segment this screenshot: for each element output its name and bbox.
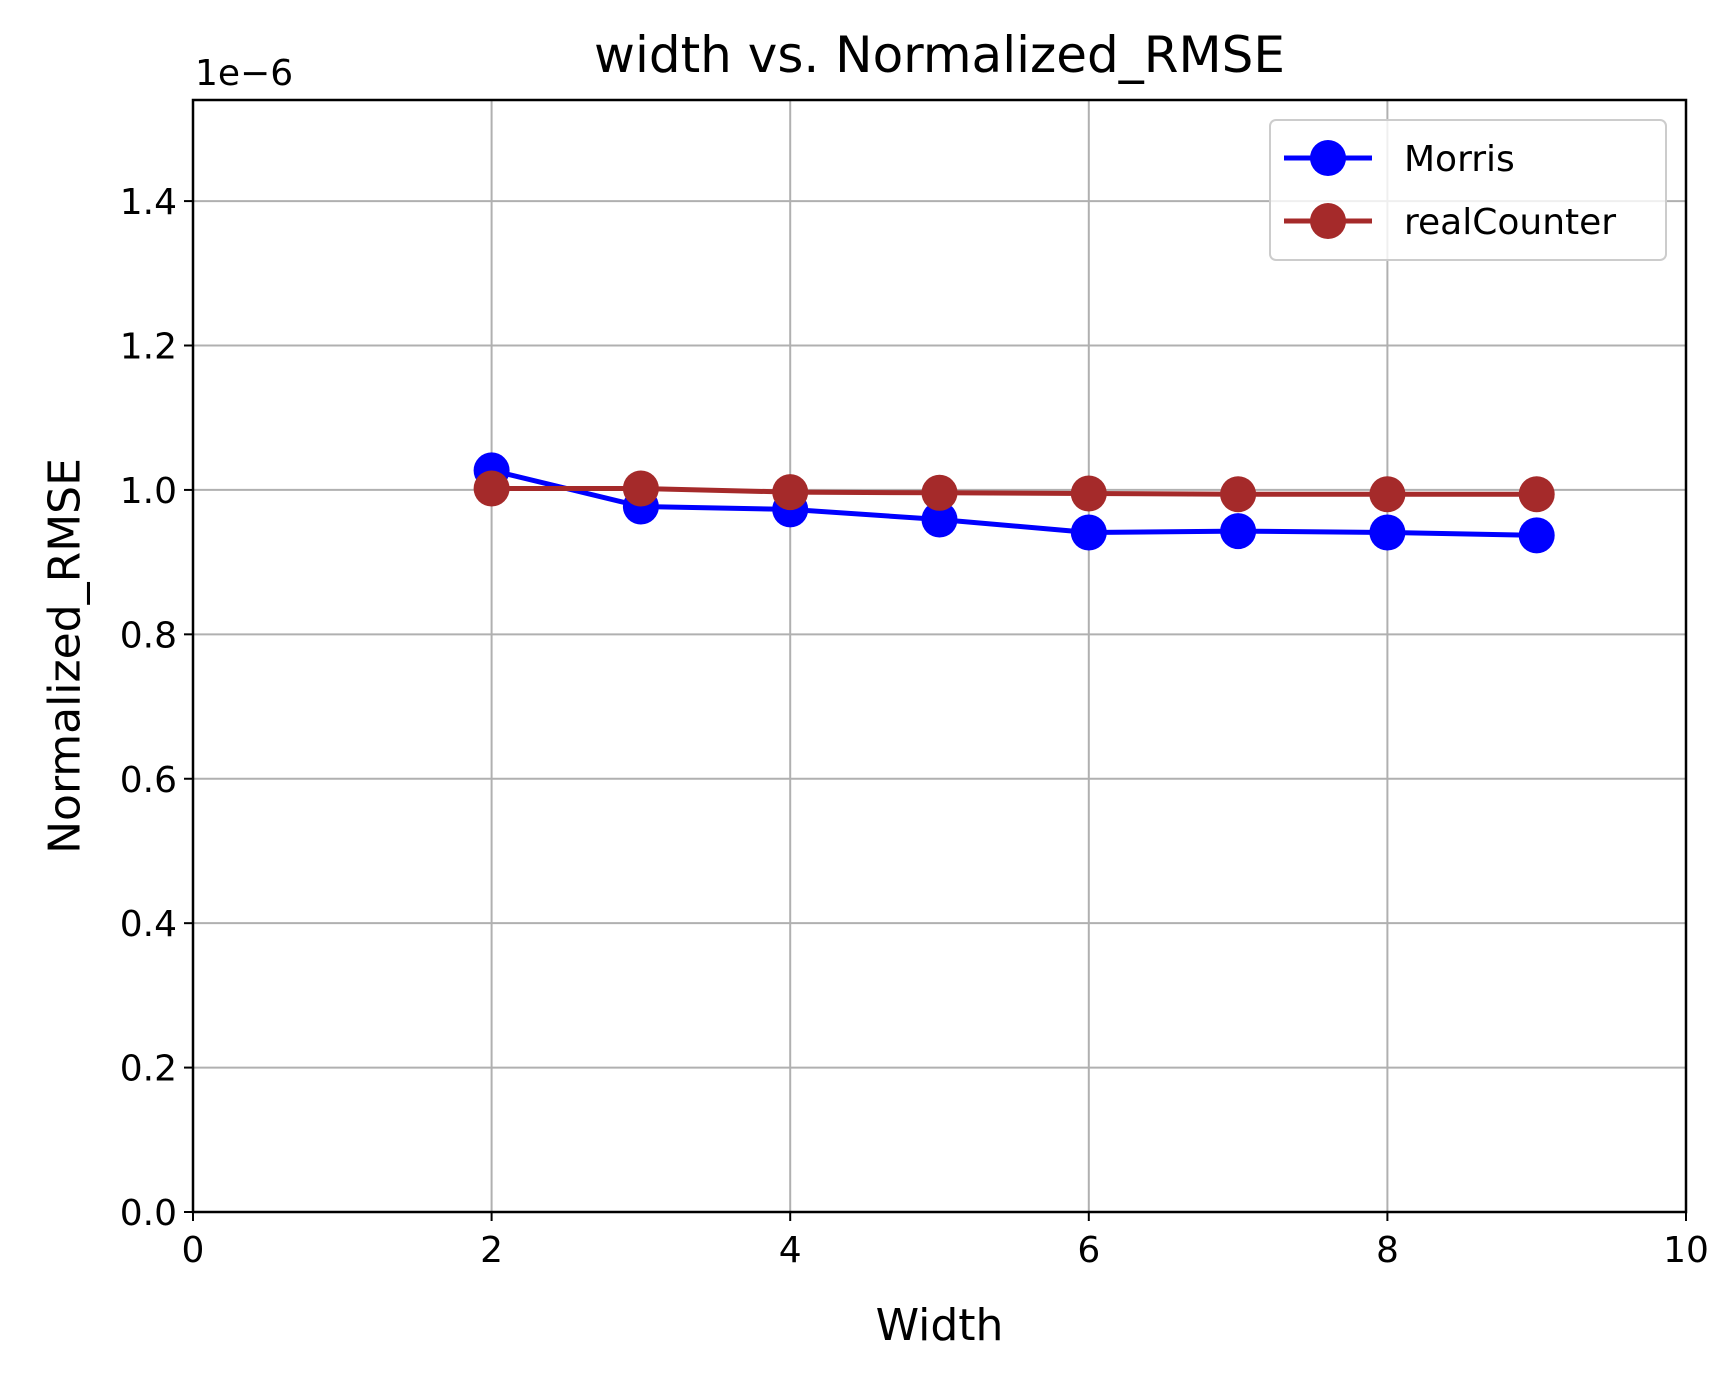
legend-box <box>1269 119 1667 261</box>
y-tick-label: 1.0 <box>120 471 177 512</box>
x-tick-label: 6 <box>1077 1230 1100 1271</box>
data-point <box>1070 475 1107 512</box>
y-tick-label: 1.4 <box>120 182 177 223</box>
data-point <box>622 470 659 507</box>
x-tick-label: 0 <box>182 1230 205 1271</box>
y-tick-label: 0.2 <box>120 1049 177 1090</box>
legend: Morris realCounter <box>1269 119 1667 261</box>
series-line <box>491 486 1537 497</box>
data-point <box>772 474 809 511</box>
legend-label: Morris <box>1404 139 1515 180</box>
y-axis-offset-label: 1e−6 <box>195 53 293 94</box>
chart-title: width vs. Normalized_RMSE <box>594 26 1285 84</box>
data-point <box>1369 514 1406 551</box>
y-tick-label: 1.2 <box>120 327 177 368</box>
x-axis-title: Width <box>876 1300 1004 1351</box>
legend-marker <box>1310 203 1346 239</box>
grid <box>192 100 1687 1213</box>
data-point <box>1220 513 1257 550</box>
data-point <box>1369 476 1406 513</box>
series-realCounter <box>473 470 1555 513</box>
y-tick-label: 0.0 <box>120 1193 177 1234</box>
data-point <box>473 470 510 507</box>
data-point <box>1070 514 1107 551</box>
legend-marker <box>1310 140 1346 176</box>
data-point <box>1518 517 1555 554</box>
y-tick-label: 0.8 <box>120 615 177 656</box>
data-point <box>1518 476 1555 513</box>
x-tick-label: 10 <box>1663 1230 1709 1271</box>
y-axis-title: Normalized_RMSE <box>39 458 90 854</box>
data-point <box>921 474 958 511</box>
x-tick-label: 2 <box>480 1230 503 1271</box>
legend-label: realCounter <box>1404 202 1616 243</box>
y-tick-label: 0.6 <box>120 760 177 801</box>
plot-frame <box>191 98 1688 1214</box>
axis-ticks: 0 2 4 6 8 10 0.0 0.2 0.4 0.6 0.8 1.0 1.2 1.4 <box>120 182 1709 1271</box>
y-tick-label: 0.4 <box>120 904 177 945</box>
x-tick-label: 8 <box>1376 1230 1399 1271</box>
x-tick-label: 4 <box>779 1230 802 1271</box>
data-point <box>921 501 958 538</box>
data-point <box>1220 476 1257 513</box>
series-layer <box>473 452 1555 554</box>
series-line <box>491 467 1537 538</box>
